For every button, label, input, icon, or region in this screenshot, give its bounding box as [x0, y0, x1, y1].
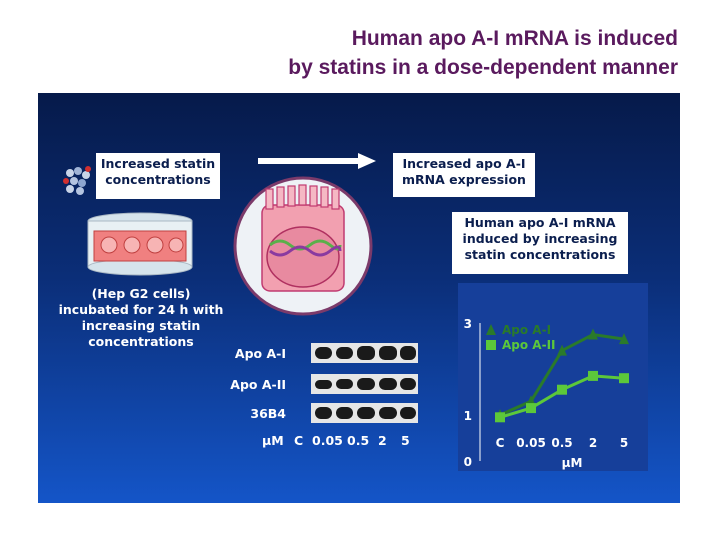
data-point-marker	[557, 344, 567, 356]
blot-band	[400, 346, 416, 360]
cells-description: (Hep G2 cells) incubated for 24 h with i…	[58, 286, 224, 349]
blot-band	[379, 407, 397, 419]
y-tick-label: 1	[464, 409, 472, 423]
blot-row-label-apoa1: Apo A-I	[234, 346, 286, 361]
blot-band	[357, 378, 375, 390]
blot-band	[315, 347, 332, 359]
blot-band	[336, 347, 353, 359]
mrna-expression-box: Increased apo A-I mRNA expression	[393, 153, 535, 197]
blot-lane-label: 5	[401, 433, 410, 448]
right-arrow-icon	[258, 153, 376, 169]
blot-lane-label: 2	[378, 433, 387, 448]
blot-strip-apoa1	[311, 343, 418, 363]
data-point-marker	[619, 333, 629, 345]
data-point-marker	[619, 373, 629, 384]
blot-band	[336, 407, 353, 419]
x-tick-label: 5	[620, 436, 628, 450]
blot-strip-apoa2	[311, 374, 418, 394]
blot-unit-label: μM	[262, 433, 284, 448]
blot-lane-label: 0.05	[312, 433, 343, 448]
hepatocyte-cell-icon	[233, 176, 373, 316]
data-point-marker	[588, 370, 598, 381]
data-point-marker	[557, 384, 567, 395]
page-title-line-2: by statins in a dose-dependent manner	[288, 56, 678, 79]
blot-band	[315, 407, 332, 419]
blot-band	[357, 346, 375, 360]
blot-band	[379, 346, 397, 360]
blot-row-label-36b4: 36B4	[250, 406, 286, 421]
data-point-marker	[588, 328, 598, 340]
blot-strip-36b4	[311, 403, 418, 423]
legend-entry: Apo A-I	[502, 323, 551, 337]
induced-mrna-box: Human apo A-I mRNA induced by increasing…	[452, 212, 628, 274]
blot-band	[315, 380, 332, 389]
y-tick-label: 3	[464, 317, 472, 331]
statin-concentration-box: Increased statin concentrations	[96, 153, 220, 199]
cell-culture-dish-icon	[87, 212, 193, 276]
x-tick-label: 0.05	[516, 436, 546, 450]
data-point-marker	[495, 412, 505, 423]
blot-band	[357, 407, 375, 419]
legend-marker	[486, 324, 496, 335]
blot-lane-label: C	[294, 433, 304, 448]
blot-band	[379, 378, 397, 390]
figure-panel: Increased statin concentrations Increase…	[38, 93, 680, 503]
page-title-line-1: Human apo A-I mRNA is induced	[351, 27, 678, 50]
x-axis-label: μM	[562, 456, 583, 470]
legend-marker	[486, 340, 496, 350]
blot-band	[400, 407, 416, 419]
blot-band	[336, 379, 353, 389]
data-point-marker	[526, 403, 536, 414]
x-tick-label: C	[496, 436, 505, 450]
blot-band	[400, 378, 416, 390]
x-tick-label: 2	[589, 436, 597, 450]
y-tick-label: 0	[464, 455, 472, 469]
statin-molecule-icon	[63, 166, 91, 195]
blot-row-label-apoa2: Apo A-II	[230, 377, 286, 392]
legend-entry: Apo A-II	[502, 338, 556, 352]
blot-lane-label: 0.5	[347, 433, 370, 448]
x-tick-label: 0.5	[551, 436, 572, 450]
